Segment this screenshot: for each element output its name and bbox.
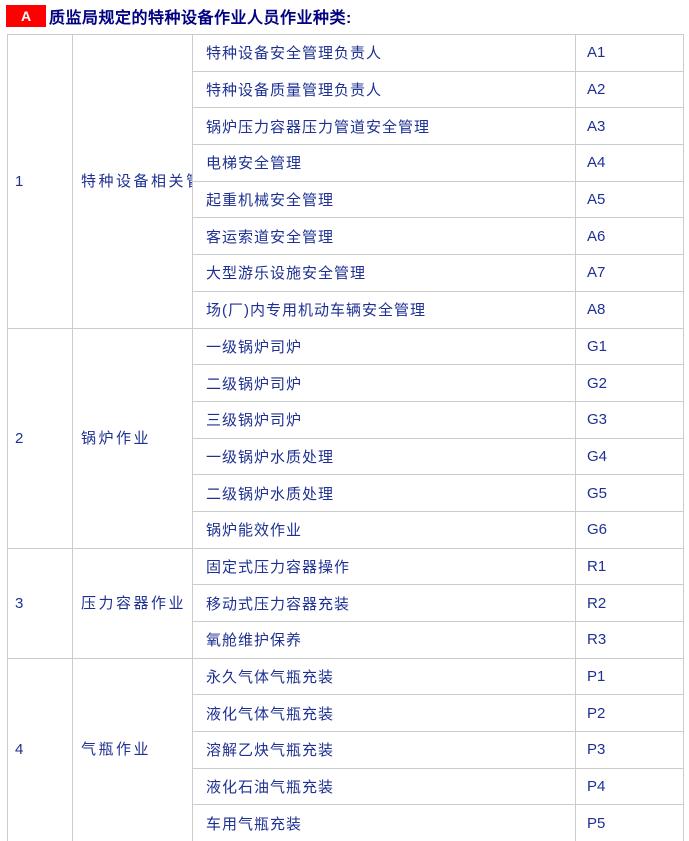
job-name-cell: 移动式压力容器充装 bbox=[192, 584, 576, 622]
job-name-cell: 客运索道安全管理 bbox=[192, 217, 576, 256]
job-code-cell: P2 bbox=[575, 694, 684, 733]
job-code-cell: A3 bbox=[575, 107, 684, 146]
group-index-cell: 1 bbox=[7, 34, 73, 329]
page-header: A 质监局规定的特种设备作业人员作业种类: bbox=[6, 4, 689, 28]
jobs-table-body: 1 特种设备相关管理 特种设备安全管理负责人A1特种设备质量管理负责人A2锅炉压力容… bbox=[7, 34, 684, 841]
group-category-cell: 压力容器作业 bbox=[72, 547, 193, 659]
job-name-cell: 锅炉压力容器压力管道安全管理 bbox=[192, 107, 576, 146]
job-code-cell: R2 bbox=[575, 584, 684, 622]
job-code-cell: A7 bbox=[575, 254, 684, 292]
job-code-cell: A2 bbox=[575, 70, 684, 109]
group-category-label: 压力容器作业 bbox=[81, 594, 187, 612]
table-row: 二级锅炉司炉 G2 bbox=[8, 364, 684, 402]
job-code-cell: G3 bbox=[575, 400, 684, 439]
job-name-cell: 锅炉能效作业 bbox=[192, 510, 576, 549]
job-code-cell: A4 bbox=[575, 144, 684, 182]
table-row: 3 压力容器作业 固定式压力容器操作 R1 bbox=[7, 547, 684, 659]
job-name-cell: 二级锅炉水质处理 bbox=[192, 474, 576, 512]
group-category-label: 特种设备相关管理 bbox=[81, 172, 192, 190]
job-name-cell: 一级锅炉水质处理 bbox=[192, 437, 576, 476]
table-row: 客运索道安全管理 A6 bbox=[8, 217, 684, 256]
job-code-cell: R3 bbox=[575, 621, 684, 659]
job-name-cell: 三级锅炉司炉 bbox=[192, 400, 576, 439]
job-name-cell: 二级锅炉司炉 bbox=[192, 364, 576, 402]
job-code-cell: P1 bbox=[575, 657, 684, 696]
job-code-cell: A5 bbox=[575, 180, 684, 219]
job-code-cell: G6 bbox=[575, 510, 684, 549]
group-index-cell: 3 bbox=[7, 547, 73, 659]
job-name-cell: 起重机械安全管理 bbox=[192, 180, 576, 219]
section-badge: A bbox=[6, 5, 46, 27]
jobs-table: 1 特种设备相关管理 特种设备安全管理负责人A1特种设备质量管理负责人A2锅炉压力容… bbox=[7, 34, 684, 841]
table-row: 锅炉压力容器压力管道安全管理 A3 bbox=[8, 107, 684, 146]
job-name-cell: 固定式压力容器操作 bbox=[192, 547, 576, 586]
job-name-cell: 永久气体气瓶充装 bbox=[192, 657, 576, 696]
job-name-cell: 特种设备质量管理负责人 bbox=[192, 70, 576, 109]
job-name-cell: 大型游乐设施安全管理 bbox=[192, 254, 576, 292]
table-row: 液化气体气瓶充装 P2 bbox=[8, 694, 684, 733]
job-name-cell: 溶解乙炔气瓶充装 bbox=[192, 731, 576, 769]
job-name-cell: 场(厂)内专用机动车辆安全管理 bbox=[192, 290, 576, 329]
group-index-cell: 4 bbox=[7, 657, 73, 841]
group-category-cell: 锅炉作业 bbox=[72, 327, 193, 549]
job-name-cell: 特种设备安全管理负责人 bbox=[192, 34, 576, 72]
table-row: 4 气瓶作业 永久气体气瓶充装 P1 bbox=[7, 657, 684, 841]
table-row: 场(厂)内专用机动车辆安全管理 A8 bbox=[8, 290, 684, 329]
job-name-cell: 液化石油气瓶充装 bbox=[192, 767, 576, 806]
job-name-cell: 液化气体气瓶充装 bbox=[192, 694, 576, 733]
table-row: 移动式压力容器充装 R2 bbox=[8, 584, 684, 622]
table-row: 液化石油气瓶充装 P4 bbox=[8, 767, 684, 806]
table-row: 氧舱维护保养 R3 bbox=[8, 621, 684, 659]
table-row: 起重机械安全管理 A5 bbox=[8, 180, 684, 219]
job-code-cell: P5 bbox=[575, 804, 684, 841]
group-category-label: 气瓶作业 bbox=[81, 741, 152, 759]
job-code-cell: G1 bbox=[575, 327, 684, 366]
table-row: 2 锅炉作业 一级锅炉司炉 G1 bbox=[7, 327, 684, 549]
table-row: 锅炉能效作业 G6 bbox=[8, 510, 684, 549]
job-code-cell: A6 bbox=[575, 217, 684, 256]
table-row: 大型游乐设施安全管理 A7 bbox=[8, 254, 684, 292]
job-code-cell: P3 bbox=[575, 731, 684, 769]
group-category-label: 锅炉作业 bbox=[81, 429, 152, 447]
table-row: 溶解乙炔气瓶充装 P3 bbox=[8, 731, 684, 769]
table-row: 三级锅炉司炉 G3 bbox=[8, 400, 684, 439]
job-name-cell: 电梯安全管理 bbox=[192, 144, 576, 182]
job-code-cell: G5 bbox=[575, 474, 684, 512]
job-code-cell: P4 bbox=[575, 767, 684, 806]
table-row: 特种设备质量管理负责人 A2 bbox=[8, 70, 684, 109]
job-code-cell: R1 bbox=[575, 547, 684, 586]
job-code-cell: A1 bbox=[575, 34, 684, 72]
table-row: 电梯安全管理 A4 bbox=[8, 144, 684, 182]
group-category-cell: 气瓶作业 bbox=[72, 657, 193, 841]
job-code-cell: A8 bbox=[575, 290, 684, 329]
job-name-cell: 车用气瓶充装 bbox=[192, 804, 576, 841]
job-name-cell: 氧舱维护保养 bbox=[192, 621, 576, 659]
job-code-cell: G2 bbox=[575, 364, 684, 402]
page-title: 质监局规定的特种设备作业人员作业种类: bbox=[49, 10, 352, 27]
job-name-cell: 一级锅炉司炉 bbox=[192, 327, 576, 366]
group-category-cell: 特种设备相关管理 bbox=[72, 34, 193, 329]
table-row: 二级锅炉水质处理 G5 bbox=[8, 474, 684, 512]
group-index-cell: 2 bbox=[7, 327, 73, 549]
job-code-cell: G4 bbox=[575, 437, 684, 476]
